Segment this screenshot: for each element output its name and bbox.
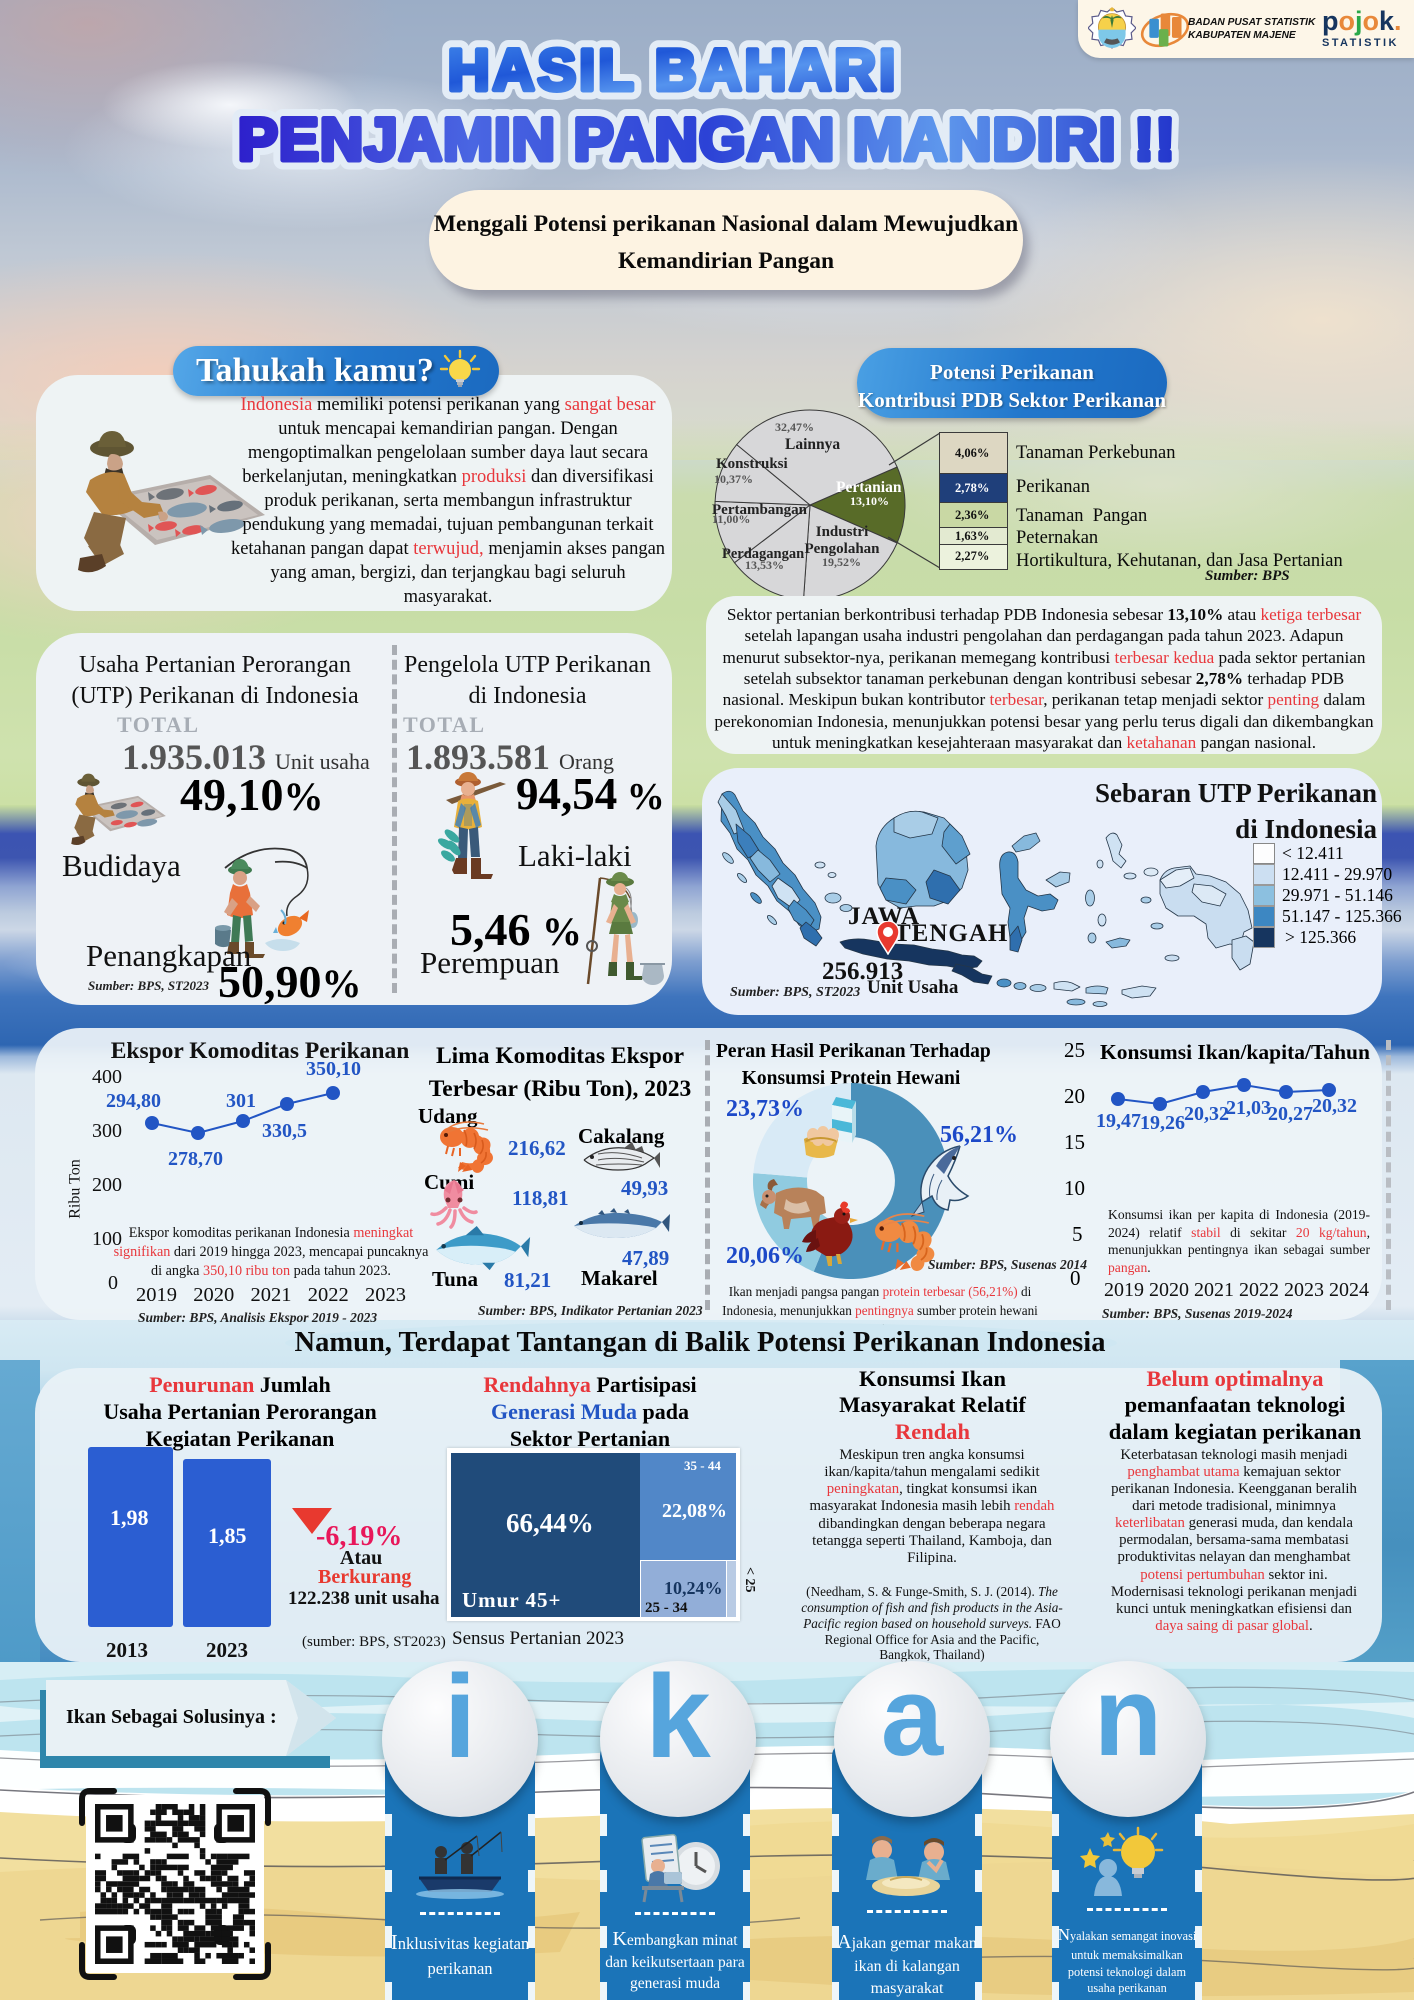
svg-text:HASIL BAHARI: HASIL BAHARI bbox=[448, 38, 899, 103]
svg-text:PENJAMIN PANGAN MANDIRI !!: PENJAMIN PANGAN MANDIRI !! bbox=[238, 106, 1176, 173]
svg-text:PENJAMIN PANGAN MANDIRI !!: PENJAMIN PANGAN MANDIRI !! bbox=[238, 106, 1176, 173]
svg-text:HASIL BAHARI: HASIL BAHARI bbox=[448, 38, 899, 103]
